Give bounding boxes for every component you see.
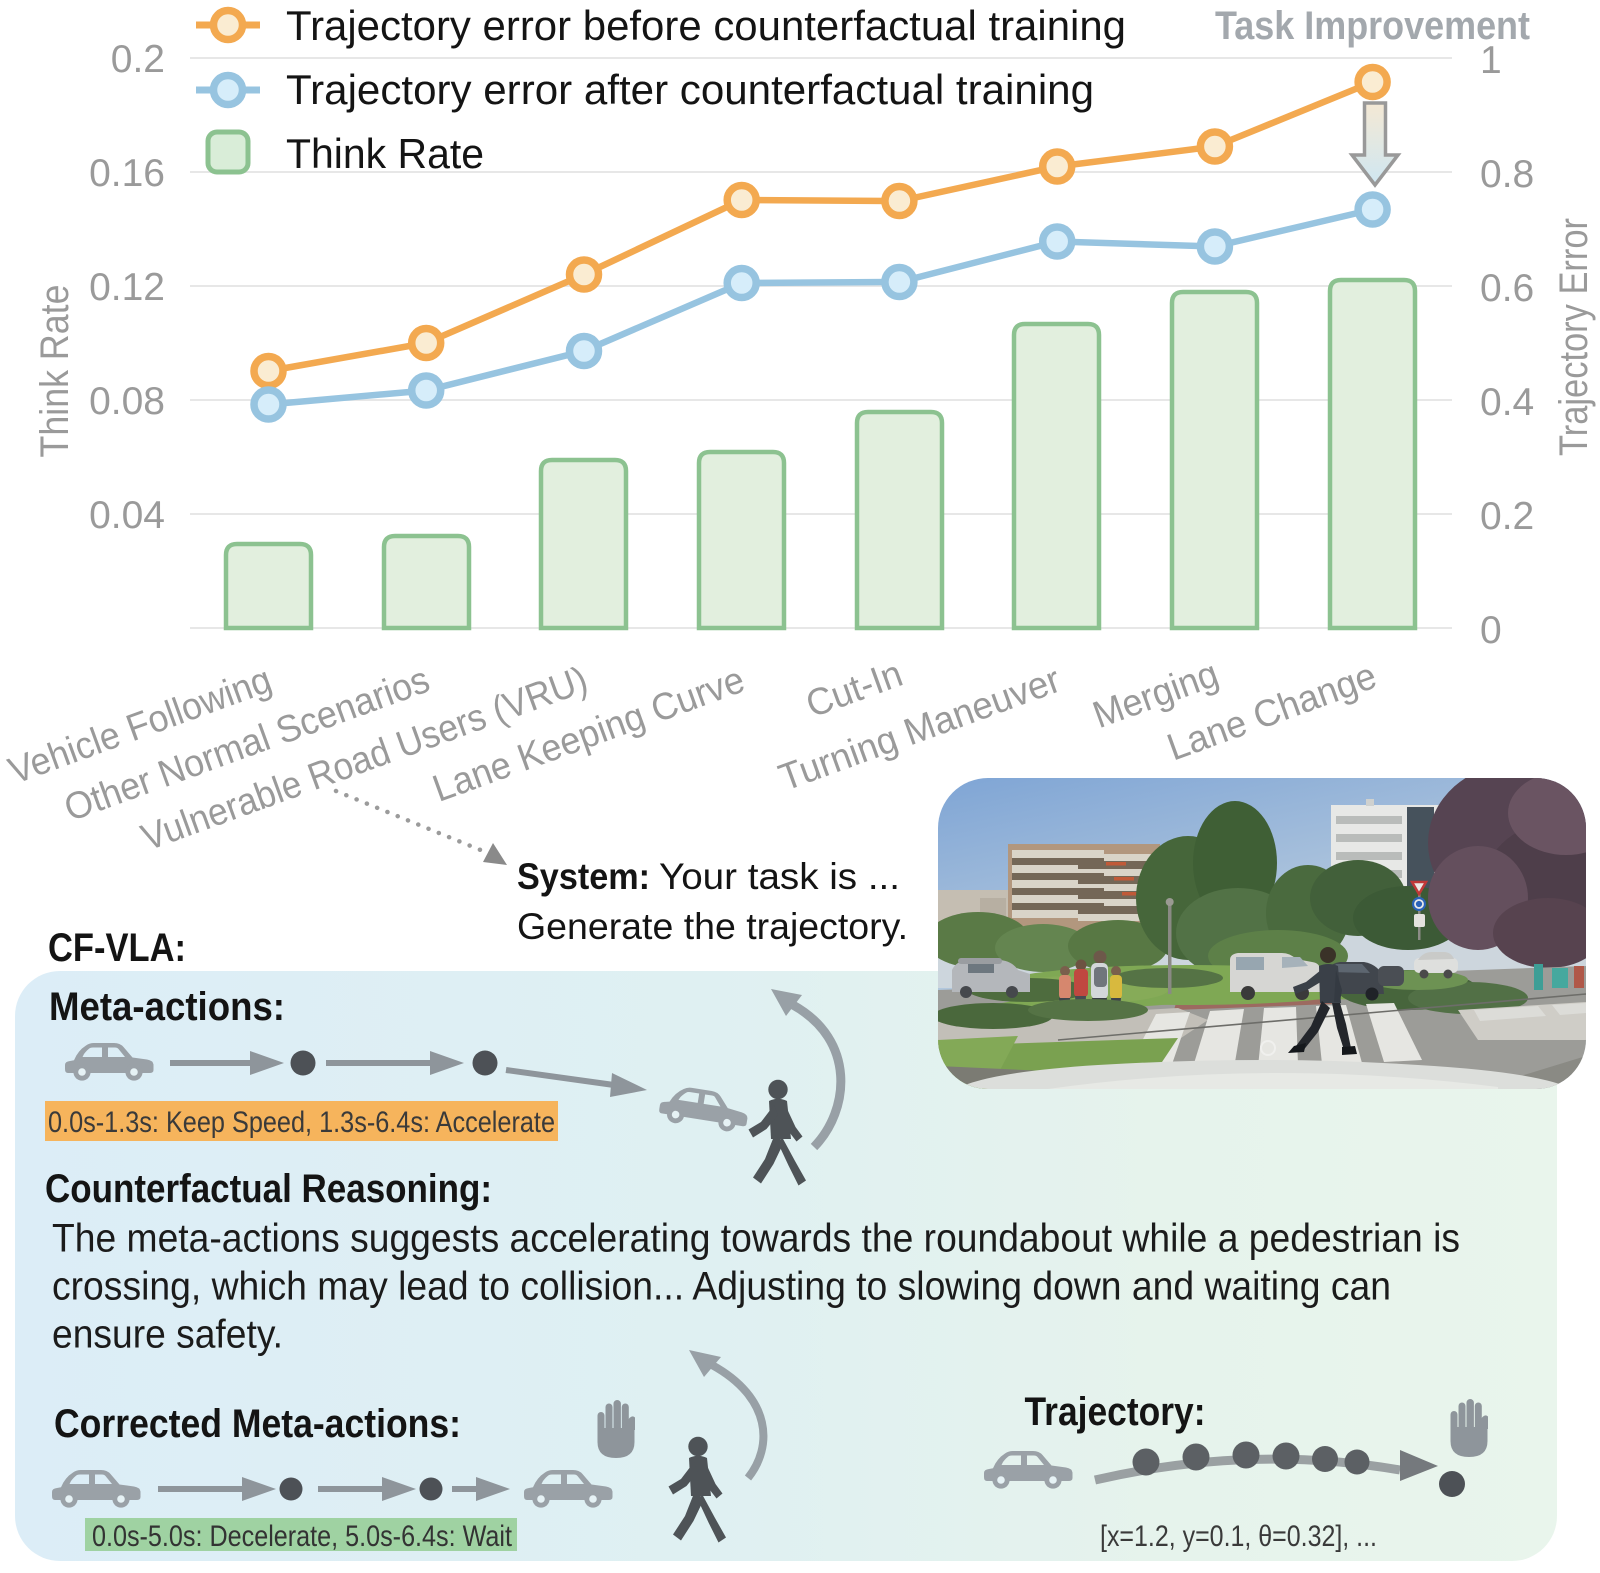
svg-text:ensure safety.: ensure safety.: [52, 1313, 283, 1357]
svg-text:1: 1: [1480, 39, 1502, 82]
svg-text:0.2: 0.2: [111, 38, 165, 81]
svg-text:Trajectory:: Trajectory:: [1025, 1390, 1206, 1434]
svg-text:Task Improvement: Task Improvement: [1215, 4, 1530, 48]
svg-text:0.4: 0.4: [1480, 381, 1534, 424]
svg-text:Meta-actions:: Meta-actions:: [49, 985, 285, 1029]
svg-text:CF-VLA:: CF-VLA:: [48, 926, 186, 970]
svg-text:Corrected Meta-actions:: Corrected Meta-actions:: [54, 1402, 461, 1446]
svg-text:0.0s-5.0s: Decelerate, 5.0s-6.: 0.0s-5.0s: Decelerate, 5.0s-6.4s: Wait: [92, 1520, 513, 1553]
svg-text:0.04: 0.04: [89, 494, 165, 537]
svg-text:Trajectory Error: Trajectory Error: [1552, 218, 1596, 456]
svg-text:Generate the trajectory.: Generate the trajectory.: [517, 906, 908, 947]
svg-text:Your task is ...: Your task is ...: [659, 856, 900, 897]
svg-text:0.12: 0.12: [89, 266, 165, 309]
svg-text:0.6: 0.6: [1480, 267, 1534, 310]
svg-text:0.08: 0.08: [89, 380, 165, 423]
svg-text:0.8: 0.8: [1480, 153, 1534, 196]
svg-text:0: 0: [1480, 609, 1502, 652]
svg-text:Trajectory error before counte: Trajectory error before counterfactual t…: [286, 2, 1126, 49]
svg-text:[x=1.2, y=0.1, θ=0.32], ...: [x=1.2, y=0.1, θ=0.32], ...: [1100, 1520, 1377, 1553]
svg-text:Counterfactual Reasoning:: Counterfactual Reasoning:: [45, 1167, 492, 1211]
svg-text:0.0s-1.3s: Keep Speed, 1.3s-6.: 0.0s-1.3s: Keep Speed, 1.3s-6.4s: Accele…: [48, 1106, 555, 1139]
svg-text:Think Rate: Think Rate: [286, 130, 484, 177]
svg-text:Cut-In: Cut-In: [801, 653, 908, 726]
svg-text:The meta-actions suggests acce: The meta-actions suggests accelerating t…: [52, 1217, 1460, 1261]
svg-text:crossing, which may lead to co: crossing, which may lead to collision...…: [52, 1265, 1391, 1309]
svg-text:0.2: 0.2: [1480, 495, 1534, 538]
svg-text:System:: System:: [517, 856, 650, 897]
svg-text:Think Rate: Think Rate: [33, 285, 77, 458]
svg-text:Trajectory error after counter: Trajectory error after counterfactual tr…: [286, 66, 1094, 113]
svg-text:0.16: 0.16: [89, 152, 165, 195]
